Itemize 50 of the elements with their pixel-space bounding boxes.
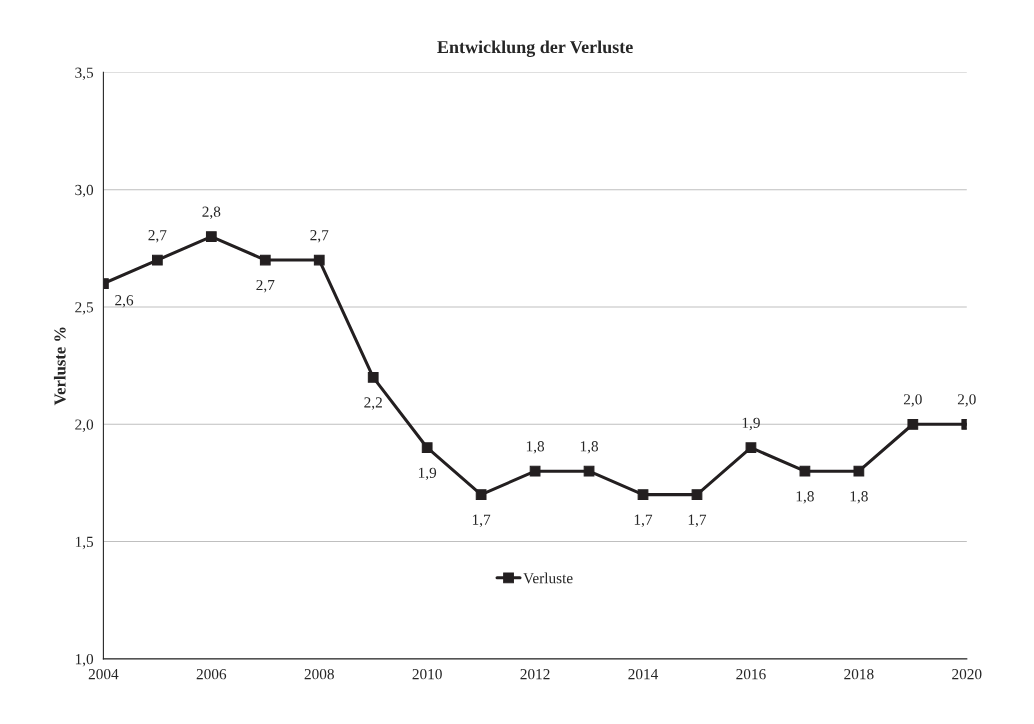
x-tick-label: 2006	[196, 669, 227, 680]
y-tick-label: 3,0	[75, 184, 94, 198]
point	[421, 442, 433, 454]
data-label: 2,7	[256, 279, 275, 293]
data-label: 2,0	[903, 394, 922, 407]
y-tick-label: 3,5	[75, 67, 94, 81]
y-tick-label: 2,0	[75, 419, 94, 432]
y-axis-title: Verluste %	[53, 327, 66, 406]
data-label: 2,8	[202, 206, 221, 220]
data-label: 1,8	[796, 491, 814, 504]
point	[637, 489, 649, 501]
data-label: 2,0	[957, 394, 976, 407]
point	[691, 489, 703, 501]
chart-title: Entwicklung der Verluste	[437, 40, 633, 57]
point	[205, 231, 217, 242]
data-label: 2,6	[115, 295, 134, 308]
point	[745, 442, 757, 454]
x-tick-label: 2014	[628, 669, 659, 680]
point	[151, 254, 163, 266]
point	[529, 465, 541, 477]
point	[583, 465, 595, 477]
point	[475, 489, 487, 501]
y-tick-label: 1,5	[75, 536, 94, 550]
data-label: 1,8	[526, 441, 545, 454]
data-label: 1,7	[688, 514, 707, 528]
point	[367, 371, 379, 383]
data-label: 1,9	[742, 417, 760, 431]
data-label: 2,2	[364, 397, 382, 410]
point	[259, 254, 271, 266]
point	[313, 254, 325, 266]
point	[799, 465, 811, 477]
data-label: 1,7	[472, 514, 491, 528]
point	[907, 418, 919, 430]
x-tick-label: 2004	[88, 669, 119, 680]
x-tick-label: 2008	[304, 669, 334, 680]
data-label: 1,8	[850, 491, 868, 504]
data-label: 1,8	[580, 441, 599, 454]
x-tick-label: 2020	[952, 669, 982, 680]
data-label: 1,7	[634, 514, 653, 528]
data-label: 2,7	[310, 230, 329, 243]
x-tick-label: 2016	[736, 669, 766, 680]
x-tick-label: 2018	[844, 669, 874, 680]
data-label: 2,7	[148, 230, 167, 243]
point	[853, 465, 865, 477]
legend-label: Verluste	[523, 572, 573, 584]
x-tick-label: 2012	[520, 669, 550, 680]
data-label: 1,9	[418, 467, 437, 481]
y-tick-label: 1,0	[75, 653, 94, 667]
x-tick-label: 2010	[412, 669, 442, 680]
y-tick-label: 2,5	[75, 302, 94, 315]
